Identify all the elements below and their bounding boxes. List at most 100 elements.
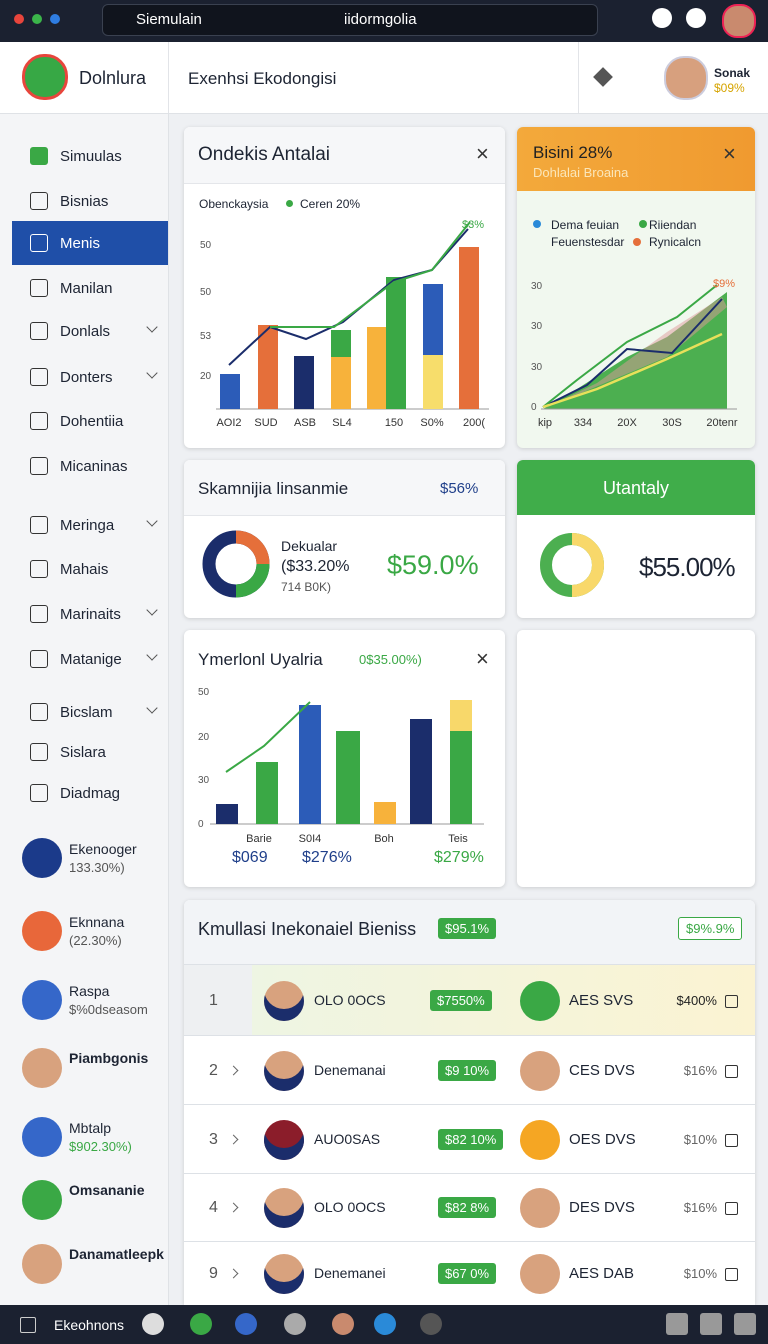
table-row[interactable]: 3 AUO0SAS $82 10% OES DVS $10% [184, 1104, 755, 1174]
table-row[interactable]: 9 Denemanei $67 0% AES DAB $10% [184, 1241, 755, 1305]
table-row[interactable]: 4 OLO 0OCS $82 8% DES DVS $16% [184, 1173, 755, 1242]
bar [423, 284, 443, 355]
donut-segment [571, 533, 604, 597]
table-row[interactable]: 1 OLO 0OCS $7550% AES SVS $400% [184, 964, 755, 1036]
avatar [264, 1254, 304, 1294]
taskbar-icon[interactable] [142, 1313, 164, 1335]
bar [386, 277, 406, 409]
nav-icon [30, 743, 48, 761]
taskbar-icon[interactable] [284, 1313, 306, 1335]
line [225, 701, 311, 773]
card-header [517, 460, 755, 515]
row-expand [228, 1065, 239, 1075]
nav-item[interactable]: Dohentiia [12, 399, 168, 443]
nav-item[interactable]: Meringa [12, 503, 168, 547]
card-title: Ymerlonl Uyalria [198, 650, 323, 669]
nav-item[interactable]: Diadmag [12, 771, 168, 815]
close-button[interactable]: × [476, 141, 489, 166]
bar [410, 719, 432, 824]
x-tick-label: Boh [374, 833, 394, 845]
taskbar-icon[interactable] [190, 1313, 212, 1335]
y-tick-label: 30 [531, 362, 543, 373]
nav-item[interactable]: Bicslam [12, 690, 168, 734]
area [543, 297, 727, 409]
taskbar-icon[interactable] [420, 1313, 442, 1335]
nav-label: Bicslam [60, 703, 113, 721]
card-title: Ondekis Antalai [198, 144, 331, 165]
x-tick-label: SL4 [332, 417, 352, 429]
x-tick-label: Barie [246, 833, 272, 845]
row-expand [228, 1134, 239, 1144]
card-badge: 0$35.00%) [359, 652, 422, 667]
nav-item[interactable]: Matanige [12, 637, 168, 681]
taskbar-icon[interactable] [700, 1313, 722, 1335]
avatar[interactable] [664, 56, 708, 100]
legend: Riiendan [649, 218, 697, 232]
y-tick-label: 50 [200, 287, 212, 298]
nav-item[interactable]: Micaninas [12, 444, 168, 488]
row-badge: $67 0% [438, 1263, 497, 1284]
checkbox[interactable] [725, 1202, 738, 1215]
close-button[interactable]: × [723, 141, 736, 166]
y-tick-label: 20 [198, 732, 210, 743]
nav-item[interactable]: Bisnias [12, 179, 168, 223]
bar [258, 325, 278, 409]
point-label: $3% [462, 219, 484, 231]
legend: Obenckaysia [199, 197, 269, 211]
nav-item[interactable]: Donters [12, 355, 168, 399]
contact-icon [22, 1117, 62, 1157]
row-code: AES SVS [569, 991, 634, 1009]
table-row[interactable]: 2 Denemanai $9 10% CES DVS $16% [184, 1035, 755, 1105]
contact-detail: $%0dseasom [69, 1002, 148, 1017]
card: Ondekis Antalai × Obenckaysia Ceren 20% … [184, 127, 505, 448]
avatar [264, 1119, 304, 1160]
row-code: AES DAB [569, 1265, 635, 1282]
x-tick-label: AOI2 [216, 417, 241, 429]
nav-label: Sislara [60, 743, 106, 761]
taskbar-icon[interactable] [332, 1313, 354, 1335]
row-icon [520, 980, 560, 1021]
row-name: OLO 0OCS [314, 1199, 386, 1215]
value-label: $276% [302, 849, 352, 866]
page-title: Exenhsi Ekodongisi [188, 69, 337, 88]
bar [423, 355, 443, 409]
icon[interactable] [20, 1317, 36, 1333]
donut-segment [235, 563, 270, 598]
x-tick-label: S0I4 [299, 833, 322, 845]
row-name: Denemanai [314, 1061, 386, 1078]
nav-item[interactable]: Mahais [12, 547, 168, 591]
legend-dot [286, 200, 293, 207]
avatar[interactable] [722, 4, 756, 38]
nav-item[interactable]: Marinaits [12, 592, 168, 636]
close-button[interactable]: × [476, 646, 489, 671]
nav-item[interactable]: Menis [12, 221, 168, 265]
taskbar-icon[interactable] [374, 1313, 396, 1335]
checkbox[interactable] [725, 1268, 738, 1281]
taskbar-icon[interactable] [734, 1313, 756, 1335]
nav-item[interactable]: Simuulas [12, 134, 168, 178]
contact-detail: 133.30%) [69, 860, 125, 875]
icon[interactable] [686, 8, 706, 28]
checkbox[interactable] [725, 1133, 738, 1147]
y-tick-label: 53 [200, 331, 212, 342]
checkbox[interactable] [725, 994, 738, 1008]
y-tick-label: 0 [531, 402, 537, 413]
card-header [517, 127, 755, 191]
line [542, 298, 723, 408]
nav-item[interactable]: Sislara [12, 730, 168, 774]
nav-item[interactable]: Manilan [12, 266, 168, 310]
url-bar[interactable] [102, 4, 598, 36]
taskbar-icon[interactable] [235, 1313, 257, 1335]
legend-dot [533, 220, 541, 228]
divider [578, 42, 579, 113]
taskbar-icon[interactable] [666, 1313, 688, 1335]
icon[interactable] [652, 8, 672, 28]
x-tick-label: ASB [294, 417, 316, 429]
icon[interactable] [593, 67, 613, 87]
nav-item[interactable]: Donlals [12, 309, 168, 353]
card-title: Skamnijia linsanmie [198, 479, 349, 498]
checkbox[interactable] [725, 1064, 738, 1078]
bar [336, 731, 360, 824]
dot [50, 14, 60, 24]
